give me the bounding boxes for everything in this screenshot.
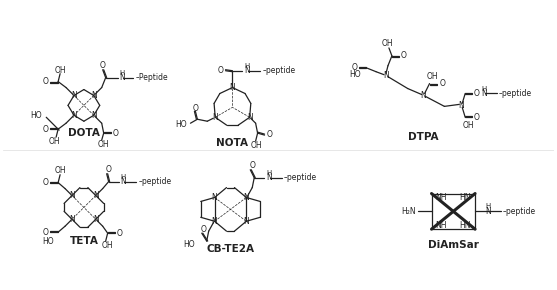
Text: O: O bbox=[439, 79, 445, 88]
Text: OH: OH bbox=[427, 72, 438, 81]
Text: N: N bbox=[120, 73, 125, 82]
Text: NH: NH bbox=[436, 221, 447, 230]
Text: N: N bbox=[481, 89, 487, 98]
Text: O: O bbox=[474, 89, 480, 98]
Text: N: N bbox=[212, 217, 217, 226]
Text: O: O bbox=[42, 178, 48, 187]
Text: HO: HO bbox=[175, 120, 187, 129]
Text: O: O bbox=[106, 165, 111, 174]
Text: HN: HN bbox=[460, 221, 471, 230]
Text: N: N bbox=[120, 177, 126, 186]
Text: N: N bbox=[243, 217, 249, 226]
Text: O: O bbox=[116, 229, 123, 238]
Text: N: N bbox=[91, 91, 97, 100]
Text: –peptide: –peptide bbox=[499, 89, 532, 98]
Text: OH: OH bbox=[54, 166, 66, 175]
Text: HO: HO bbox=[31, 111, 42, 120]
Text: O: O bbox=[266, 130, 272, 139]
Text: –peptide: –peptide bbox=[262, 66, 295, 75]
Text: NOTA: NOTA bbox=[217, 138, 248, 148]
Text: DOTA: DOTA bbox=[68, 128, 100, 138]
Text: O: O bbox=[42, 228, 48, 237]
Text: N: N bbox=[93, 215, 99, 224]
Text: O: O bbox=[250, 161, 255, 170]
Text: N: N bbox=[212, 113, 218, 122]
Text: N: N bbox=[245, 66, 250, 75]
Text: OH: OH bbox=[381, 39, 393, 48]
Text: –peptide: –peptide bbox=[503, 207, 536, 216]
Text: H₂N: H₂N bbox=[401, 207, 416, 216]
Text: N: N bbox=[243, 193, 249, 202]
Text: N: N bbox=[266, 173, 272, 182]
Text: OH: OH bbox=[251, 142, 262, 151]
Text: N: N bbox=[69, 191, 75, 200]
Text: NH: NH bbox=[436, 193, 447, 202]
Text: N: N bbox=[71, 91, 77, 100]
Text: –Peptide: –Peptide bbox=[135, 73, 168, 82]
Text: HO: HO bbox=[183, 240, 195, 249]
Text: O: O bbox=[42, 77, 48, 86]
Text: H: H bbox=[120, 70, 125, 76]
Text: H: H bbox=[485, 203, 490, 209]
Text: N: N bbox=[485, 207, 491, 216]
Text: N: N bbox=[458, 101, 464, 110]
Text: O: O bbox=[42, 125, 48, 134]
Text: OH: OH bbox=[462, 121, 474, 130]
Text: H: H bbox=[481, 86, 486, 92]
Text: H: H bbox=[245, 63, 250, 69]
Text: HO: HO bbox=[42, 237, 54, 246]
Text: N: N bbox=[91, 111, 97, 120]
Text: N: N bbox=[421, 91, 427, 100]
Text: CB-TE2A: CB-TE2A bbox=[207, 244, 255, 254]
Text: HO: HO bbox=[350, 70, 361, 79]
Text: –peptide: –peptide bbox=[138, 177, 172, 186]
Text: –peptide: –peptide bbox=[284, 173, 317, 182]
Text: N: N bbox=[383, 71, 389, 80]
Text: N: N bbox=[247, 113, 252, 122]
Text: TETA: TETA bbox=[70, 236, 99, 246]
Text: O: O bbox=[474, 113, 480, 122]
Text: O: O bbox=[193, 104, 198, 113]
Text: N: N bbox=[229, 83, 235, 92]
Text: O: O bbox=[201, 225, 207, 234]
Text: N: N bbox=[93, 191, 99, 200]
Text: HN: HN bbox=[460, 193, 471, 202]
Text: DTPA: DTPA bbox=[408, 132, 439, 142]
Text: OH: OH bbox=[54, 66, 66, 75]
Text: OH: OH bbox=[102, 240, 114, 249]
Text: O: O bbox=[218, 66, 223, 75]
Text: O: O bbox=[113, 128, 119, 138]
Text: H: H bbox=[120, 174, 126, 180]
Text: OH: OH bbox=[48, 137, 60, 146]
Text: OH: OH bbox=[98, 139, 110, 148]
Text: N: N bbox=[69, 215, 75, 224]
Text: N: N bbox=[212, 193, 217, 202]
Text: O: O bbox=[401, 51, 407, 60]
Text: O: O bbox=[100, 61, 106, 70]
Text: H: H bbox=[266, 170, 271, 176]
Text: DiAmSar: DiAmSar bbox=[428, 240, 479, 250]
Text: O: O bbox=[351, 63, 357, 72]
Text: N: N bbox=[71, 111, 77, 120]
